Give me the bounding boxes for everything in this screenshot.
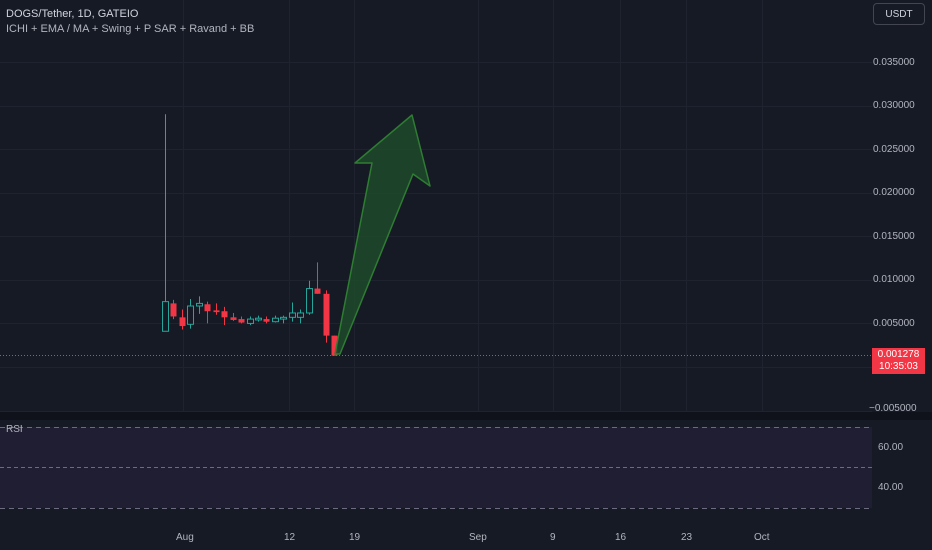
candle-countdown: 10:35:03 [879, 361, 918, 372]
rsi-level-40: 40.00 [878, 482, 904, 493]
candle [204, 301, 211, 324]
candle-body [221, 311, 228, 318]
forecast-arrow-icon[interactable] [334, 114, 431, 355]
candle [230, 312, 237, 321]
candle-body [187, 305, 194, 325]
candle [255, 315, 262, 322]
price-tick: 0.020000 [873, 187, 915, 198]
chart-title[interactable]: DOGS/Tether, 1D, GATEIO [6, 8, 139, 20]
rsi-label[interactable]: RSI [6, 424, 23, 435]
time-tick: 12 [284, 532, 296, 543]
pane-separator[interactable] [0, 412, 932, 420]
candle [272, 315, 279, 323]
candle-body [204, 304, 211, 312]
candles [162, 114, 338, 356]
time-tick: 9 [550, 532, 556, 543]
candle [314, 262, 321, 294]
candle [323, 290, 330, 343]
price-tick: 0.010000 [873, 274, 915, 285]
candle-body [255, 317, 262, 321]
candle [170, 299, 177, 320]
candle [196, 296, 203, 314]
time-tick: Sep [469, 532, 487, 543]
candle [179, 309, 186, 330]
candle [263, 316, 270, 324]
time-tick: Oct [754, 532, 770, 543]
candle-body [179, 317, 186, 327]
time-tick: Aug [176, 532, 194, 543]
candle-body [331, 335, 338, 356]
grid [0, 0, 872, 412]
candle-body [272, 317, 279, 323]
candle [162, 114, 169, 332]
candle-body [238, 319, 245, 323]
candle [280, 315, 287, 324]
candle [306, 280, 313, 315]
candle [297, 309, 304, 324]
candle-body [170, 303, 177, 317]
candle [221, 306, 228, 326]
candle [213, 303, 220, 315]
price-tick: 0.025000 [873, 144, 915, 155]
current-price-value: 0.001278 [877, 349, 920, 360]
current-price-tag: 0.001278 10:35:03 [872, 348, 925, 374]
candle-body [263, 319, 270, 322]
price-tick: 0.005000 [873, 318, 915, 329]
rsi-level-60: 60.00 [878, 442, 904, 453]
candle-body [306, 288, 313, 314]
time-tick: 16 [615, 532, 627, 543]
time-tick: 19 [349, 532, 361, 543]
candle-body [297, 312, 304, 318]
candle [331, 335, 338, 356]
price-tick: 0.015000 [873, 231, 915, 242]
candle [247, 316, 254, 326]
price-tick: 0.030000 [873, 100, 915, 111]
candle-body [162, 301, 169, 332]
indicator-list[interactable]: ICHI + EMA / MA + Swing + P SAR + Ravand… [6, 23, 255, 35]
candle [289, 302, 296, 322]
candle-body [323, 293, 330, 336]
candle-body [213, 310, 220, 313]
candle-body [196, 302, 203, 307]
price-tick: 0.035000 [873, 57, 915, 68]
price-tick: −0.005000 [869, 403, 917, 414]
currency-button[interactable]: USDT [873, 3, 925, 25]
candle-body [289, 312, 296, 318]
candle-body [247, 318, 254, 324]
candle-body [230, 317, 237, 320]
candle-body [314, 288, 321, 294]
candle [187, 299, 194, 329]
rsi-bands [0, 427, 872, 509]
main-chart-pane[interactable] [0, 0, 872, 412]
candle [238, 316, 245, 324]
time-tick: 23 [681, 532, 693, 543]
candle-body [280, 316, 287, 320]
